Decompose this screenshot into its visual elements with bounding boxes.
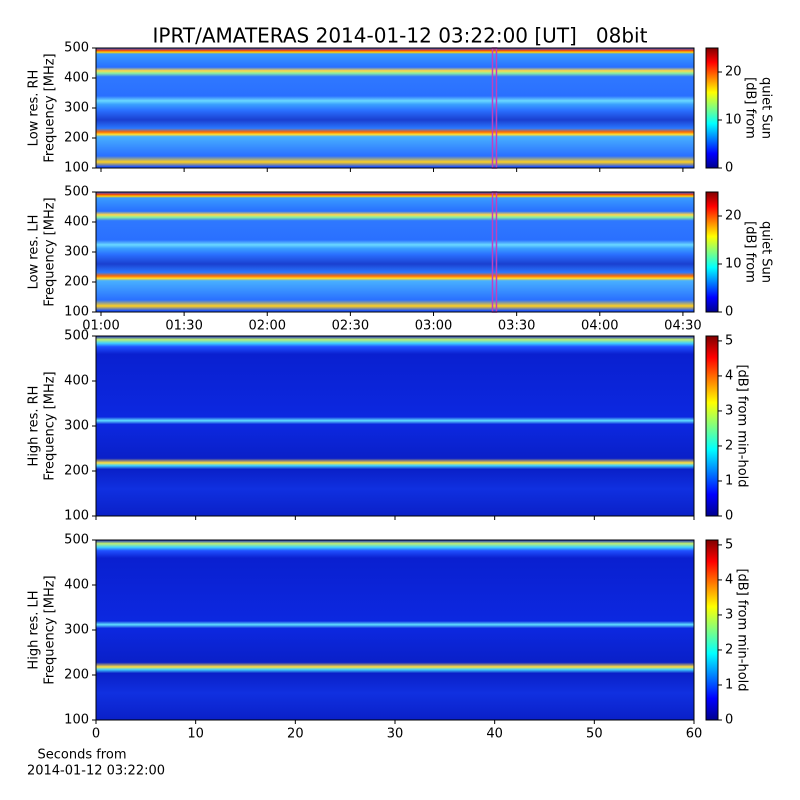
colorbar-tick-label: 0 [725,305,733,320]
x-tick-label: 04:30 [664,319,701,334]
y-axis-label: Frequency [MHz] [43,53,58,162]
y-tick-label: 200 [64,275,89,290]
colorbar-label: quiet Sun [759,221,774,283]
y-axis-label: Low res. RH [27,70,42,147]
y-tick-label: 200 [64,668,89,683]
y-tick-label: 300 [64,419,89,434]
x-tick-label: 04:00 [581,319,618,334]
colorbar-tick-label: 5 [725,537,733,552]
y-axis-label: High res. LH [27,590,42,669]
colorbar-frame [705,47,719,169]
colorbar-tick-label: 0 [725,509,733,524]
y-tick-label: 500 [64,533,89,548]
x-tick-label: 03:30 [498,319,535,334]
x-tick-label: 50 [586,727,603,742]
colorbar [706,540,718,720]
colorbar-tick-label: 0 [725,161,733,176]
colorbar-tick-label: 3 [725,403,733,418]
y-axis-label: Low res. LH [27,215,42,290]
colorbar-tick-label: 0 [725,713,733,728]
x-axis-label: 2014-01-12 03:22:00 [27,764,165,779]
y-axis-label: Frequency [MHz] [43,371,58,480]
x-tick-label: 02:30 [332,319,369,334]
x-tick-label: 01:30 [165,319,202,334]
colorbar-tick-label: 10 [725,257,742,272]
y-tick-label: 400 [64,71,89,86]
colorbar-tick-label: 1 [725,677,733,692]
y-tick-label: 500 [64,329,89,344]
colorbar-frame [705,335,719,517]
y-tick-label: 500 [64,41,89,56]
colorbar-tick-label: 5 [725,333,733,348]
y-axis-label: Frequency [MHz] [43,197,58,306]
colorbar [706,336,718,516]
colorbar-tick-label: 2 [725,642,733,657]
y-tick-label: 100 [64,509,89,524]
y-tick-label: 100 [64,161,89,176]
y-tick-label: 300 [64,101,89,116]
colorbar-tick-label: 1 [725,473,733,488]
colorbar-tick-label: 4 [725,368,733,383]
axes-frame [95,191,695,313]
y-tick-label: 100 [64,713,89,728]
colorbar-tick-label: 20 [725,65,742,80]
y-axis-label: Frequency [MHz] [43,575,58,684]
colorbar-label: [dB] from min-hold [735,568,750,691]
colorbar [706,48,718,168]
x-tick-label: 30 [387,727,404,742]
colorbar-tick-label: 20 [725,209,742,224]
axes-frame [95,47,695,169]
y-tick-label: 200 [64,131,89,146]
colorbar [706,192,718,312]
colorbar-label: [dB] from [743,221,758,283]
colorbar-frame [705,191,719,313]
y-tick-label: 300 [64,245,89,260]
x-axis-label: Seconds from [37,748,126,763]
spectrogram [96,48,694,168]
colorbar-frame [705,539,719,721]
y-axis-label: High res. RH [27,386,42,467]
spectrogram [96,540,694,720]
y-tick-label: 300 [64,623,89,638]
colorbar-tick-label: 2 [725,438,733,453]
y-tick-label: 400 [64,215,89,230]
colorbar-tick-label: 4 [725,572,733,587]
y-tick-label: 400 [64,374,89,389]
figure-title: IPRT/AMATERAS 2014-01-12 03:22:00 [UT] 0… [153,24,648,48]
time-marker [491,47,498,169]
axes-frame [95,335,695,517]
time-marker [491,191,498,313]
x-tick-label: 02:00 [249,319,286,334]
x-tick-label: 0 [92,727,100,742]
y-tick-label: 500 [64,185,89,200]
spectrogram [96,336,694,516]
x-tick-label: 20 [287,727,304,742]
axes-frame [95,539,695,721]
spectrogram [96,192,694,312]
colorbar-tick-label: 10 [725,113,742,128]
x-tick-label: 40 [486,727,503,742]
y-tick-label: 400 [64,578,89,593]
colorbar-label: quiet Sun [759,77,774,139]
colorbar-tick-label: 3 [725,607,733,622]
y-tick-label: 100 [64,305,89,320]
y-tick-label: 200 [64,464,89,479]
x-tick-label: 01:00 [82,319,119,334]
x-tick-label: 10 [187,727,204,742]
colorbar-label: [dB] from min-hold [735,364,750,487]
x-tick-label: 60 [686,727,703,742]
x-tick-label: 03:00 [415,319,452,334]
colorbar-label: [dB] from [743,77,758,139]
